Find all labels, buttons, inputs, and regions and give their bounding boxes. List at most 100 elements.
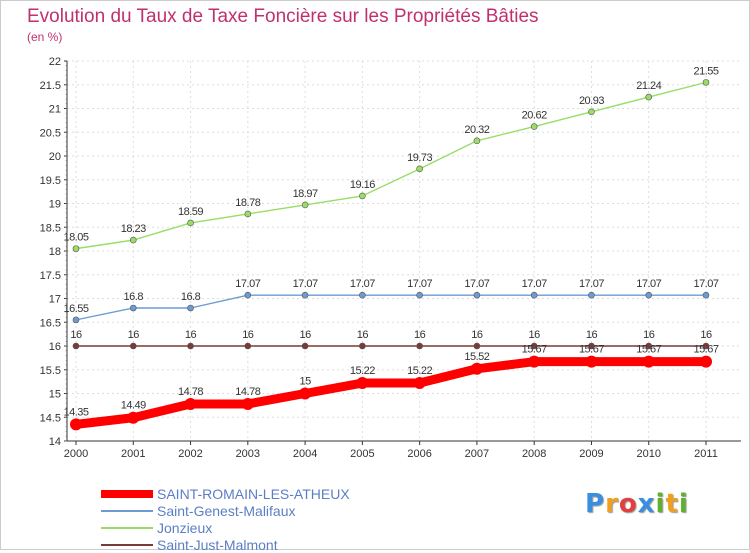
data-point [473, 137, 481, 145]
y-tick-label: 15.5 [40, 365, 61, 377]
data-point [530, 291, 538, 299]
data-point [129, 304, 137, 312]
data-point [299, 387, 312, 400]
y-tick-label: 18.5 [40, 222, 61, 234]
data-label: 15.67 [522, 344, 547, 356]
data-label: 16 [242, 329, 254, 341]
y-tick-label: 19.5 [40, 175, 61, 187]
data-label: 16 [643, 329, 655, 341]
data-label: 16.8 [181, 291, 201, 303]
data-point [129, 236, 137, 244]
data-label: 14.35 [63, 406, 88, 418]
y-tick-label: 17.5 [40, 270, 61, 282]
y-tick-label: 21.5 [40, 80, 61, 92]
data-point [72, 316, 80, 324]
data-label: 16 [700, 329, 712, 341]
data-label: 14.78 [235, 386, 260, 398]
data-label: 18.23 [121, 223, 146, 235]
data-point [473, 291, 481, 299]
data-label: 20.32 [464, 124, 489, 136]
data-label: 16 [471, 329, 483, 341]
data-label: 17.07 [579, 278, 604, 290]
data-label: 15.52 [464, 351, 489, 363]
data-point [184, 397, 197, 410]
data-label: 16.55 [63, 303, 88, 315]
legend-label: SAINT-ROMAIN-LES-ATHEUX [157, 485, 350, 502]
series-line-jonzieux [75, 81, 707, 250]
data-point [244, 291, 252, 299]
y-tick-label: 18 [49, 246, 61, 258]
data-point [416, 291, 423, 299]
data-label: 16 [185, 329, 197, 341]
y-tick-label: 16.5 [40, 317, 61, 329]
data-label: 14.49 [121, 400, 146, 412]
data-point [359, 342, 366, 350]
data-point [702, 79, 710, 86]
data-point [301, 291, 309, 299]
data-label: 16 [529, 329, 541, 341]
series-line-saint-romain-les-atheux [71, 357, 711, 429]
x-tick-label: 2002 [178, 448, 202, 460]
data-point [187, 342, 194, 350]
data-point [301, 201, 309, 209]
data-point [473, 342, 481, 350]
data-label: 16 [299, 329, 311, 341]
data-label: 17.07 [464, 278, 489, 290]
data-point [700, 355, 712, 368]
data-label: 20.93 [579, 95, 604, 107]
data-label: 18.59 [178, 206, 203, 218]
y-tick-label: 17 [49, 294, 61, 306]
y-tick-label: 20.5 [40, 127, 61, 139]
data-point [645, 291, 653, 299]
legend-item: Jonzieux [101, 519, 350, 536]
data-point [70, 418, 82, 431]
x-tick-label: 2011 [694, 448, 718, 460]
series-line-saint-genest-malifaux [75, 294, 707, 321]
data-label: 16.8 [124, 291, 144, 303]
data-point [416, 342, 423, 350]
data-label: 16 [414, 329, 426, 341]
x-tick-label: 2008 [522, 448, 546, 460]
data-label: 17.07 [293, 278, 318, 290]
data-label: 21.55 [693, 65, 718, 77]
x-tick-label: 2001 [121, 448, 145, 460]
data-point [129, 342, 137, 350]
x-tick-label: 2000 [64, 448, 88, 460]
x-tick-label: 2004 [293, 448, 317, 460]
data-label: 19.16 [350, 179, 375, 191]
chart-title: Evolution du Taux de Taxe Foncière sur l… [27, 6, 539, 27]
data-point [187, 219, 194, 227]
data-label: 17.07 [350, 278, 375, 290]
x-tick-label: 2007 [465, 448, 489, 460]
data-point [127, 411, 140, 424]
data-point [530, 342, 538, 350]
data-point [244, 342, 252, 350]
legend-swatch [101, 509, 153, 512]
chart-legend: SAINT-ROMAIN-LES-ATHEUX Saint-Genest-Mal… [101, 485, 350, 553]
data-point [356, 377, 369, 390]
logo-letter: i [678, 489, 689, 519]
data-label: 15.67 [693, 344, 718, 356]
y-tick-label: 21 [49, 104, 61, 116]
data-point [530, 123, 538, 130]
data-point [72, 245, 80, 252]
y-tick-label: 20 [49, 151, 61, 163]
data-label: 14.78 [178, 386, 203, 398]
logo-letter: o [618, 489, 638, 519]
data-point [413, 377, 426, 390]
data-label: 16 [128, 329, 140, 341]
x-tick-label: 2006 [407, 448, 431, 460]
legend-item: Saint-Genest-Malifaux [101, 502, 350, 519]
data-point [359, 291, 366, 299]
logo-letter: x [637, 489, 656, 519]
logo-letter: P [585, 489, 606, 519]
data-label: 15.67 [579, 344, 604, 356]
data-label: 15.22 [407, 365, 432, 377]
data-label: 21.24 [636, 80, 661, 92]
data-label: 19.73 [407, 152, 432, 164]
data-point [642, 355, 655, 368]
data-point [702, 291, 710, 299]
data-label: 18.05 [63, 232, 88, 244]
y-tick-label: 14.5 [40, 412, 61, 424]
